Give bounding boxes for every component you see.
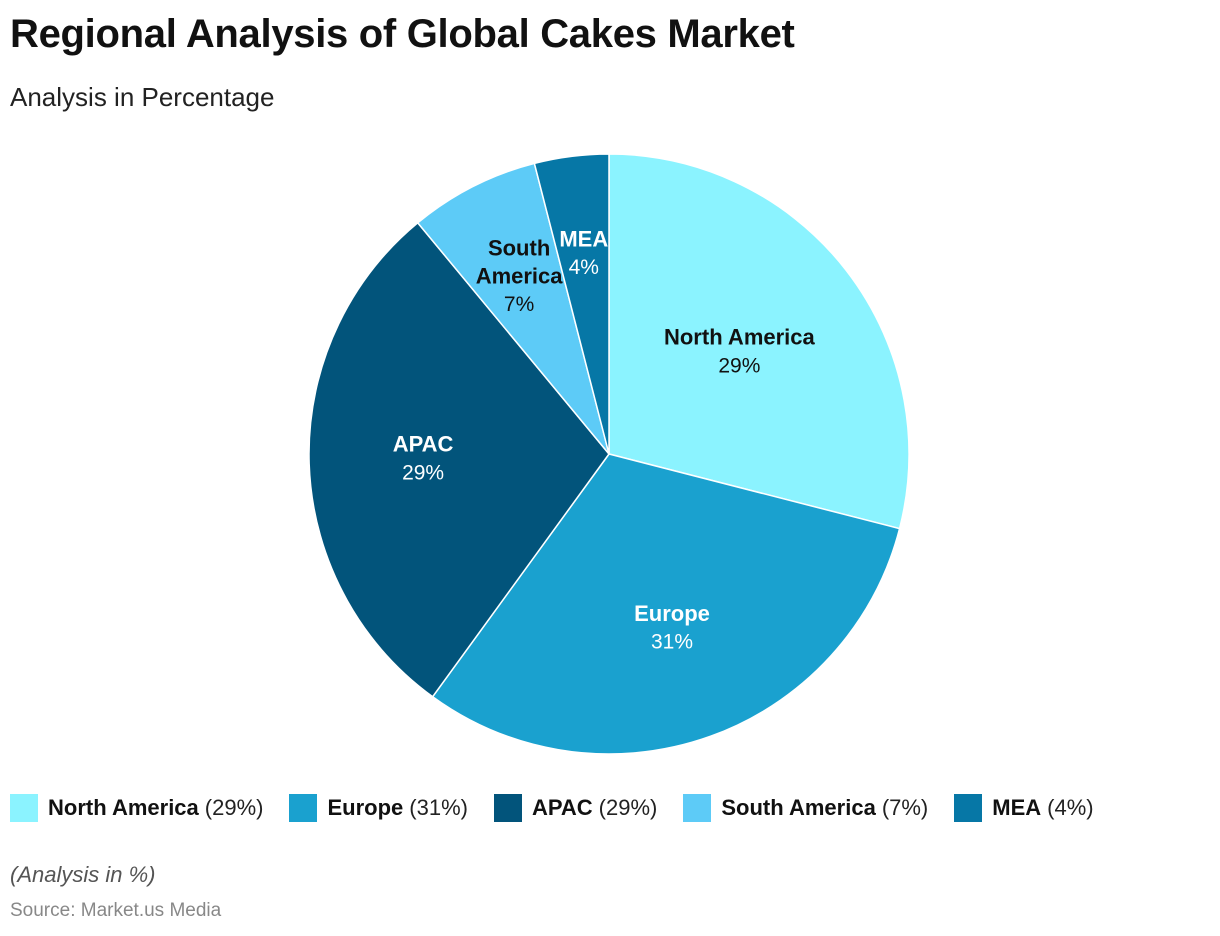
- slice-label-name: South: [488, 235, 550, 260]
- chart-legend: North America (29%) Europe (31%) APAC (29%) So…: [10, 792, 1120, 824]
- legend-swatch: [10, 794, 38, 822]
- chart-subtitle: Analysis in Percentage: [10, 82, 275, 112]
- pie-chart: North America 29% Europe 31% APAC 29% South Ame…: [308, 153, 910, 755]
- legend-label: South America: [721, 795, 876, 820]
- legend-label: North America: [48, 795, 199, 820]
- pie-slice-mea: [533, 153, 610, 455]
- pie-slice-europe: [431, 453, 901, 755]
- slice-label-north-america: North America 29%: [664, 325, 816, 378]
- legend-item-north-america: North America (29%): [10, 794, 263, 822]
- legend-item-apac: APAC (29%): [493, 794, 658, 822]
- slice-label-name: MEA: [559, 226, 608, 251]
- slice-label-value: 4%: [569, 256, 599, 279]
- analysis-note: (Analysis in %): [10, 862, 156, 887]
- pie-slice-south-america: [416, 162, 610, 455]
- slice-label-apac: APAC 29%: [393, 432, 454, 485]
- legend-value: (29%): [204, 795, 264, 820]
- legend-swatch: [289, 794, 318, 822]
- slice-label-value: 7%: [504, 293, 534, 316]
- slice-label-mea: MEA 4%: [559, 226, 608, 279]
- legend-value: (31%): [409, 795, 468, 820]
- legend-item-europe: Europe (31%): [289, 794, 468, 822]
- legend-swatch: [493, 794, 522, 822]
- legend-label: MEA: [992, 795, 1042, 820]
- legend-value: (7%): [881, 795, 929, 820]
- slice-label-name: APAC: [393, 432, 454, 457]
- pie-slice-north-america: [608, 153, 910, 530]
- pie-slice-apac: [308, 221, 610, 698]
- slice-label-name: North America: [664, 325, 816, 350]
- chart-title: Regional Analysis of Global Cakes Market: [10, 12, 795, 56]
- slice-label-south-america: South America 7%: [476, 235, 564, 316]
- legend-item-mea: MEA (4%): [954, 794, 1094, 822]
- slice-label-value: 29%: [402, 461, 444, 484]
- legend-swatch: [954, 794, 983, 822]
- legend-label: APAC: [531, 795, 593, 820]
- slice-label-value: 29%: [718, 354, 760, 377]
- legend-item-south-america: South America (7%): [683, 794, 928, 822]
- legend-value: (4%): [1047, 795, 1094, 820]
- legend-swatch: [683, 794, 712, 822]
- legend-value: (29%): [598, 795, 658, 820]
- source-credit: Source: Market.us Media: [10, 900, 222, 921]
- slice-label-europe: Europe 31%: [634, 601, 710, 654]
- slice-label-value: 31%: [651, 631, 693, 654]
- slice-label-name: America: [476, 263, 564, 288]
- slice-label-name: Europe: [634, 601, 710, 626]
- legend-label: Europe: [327, 795, 404, 820]
